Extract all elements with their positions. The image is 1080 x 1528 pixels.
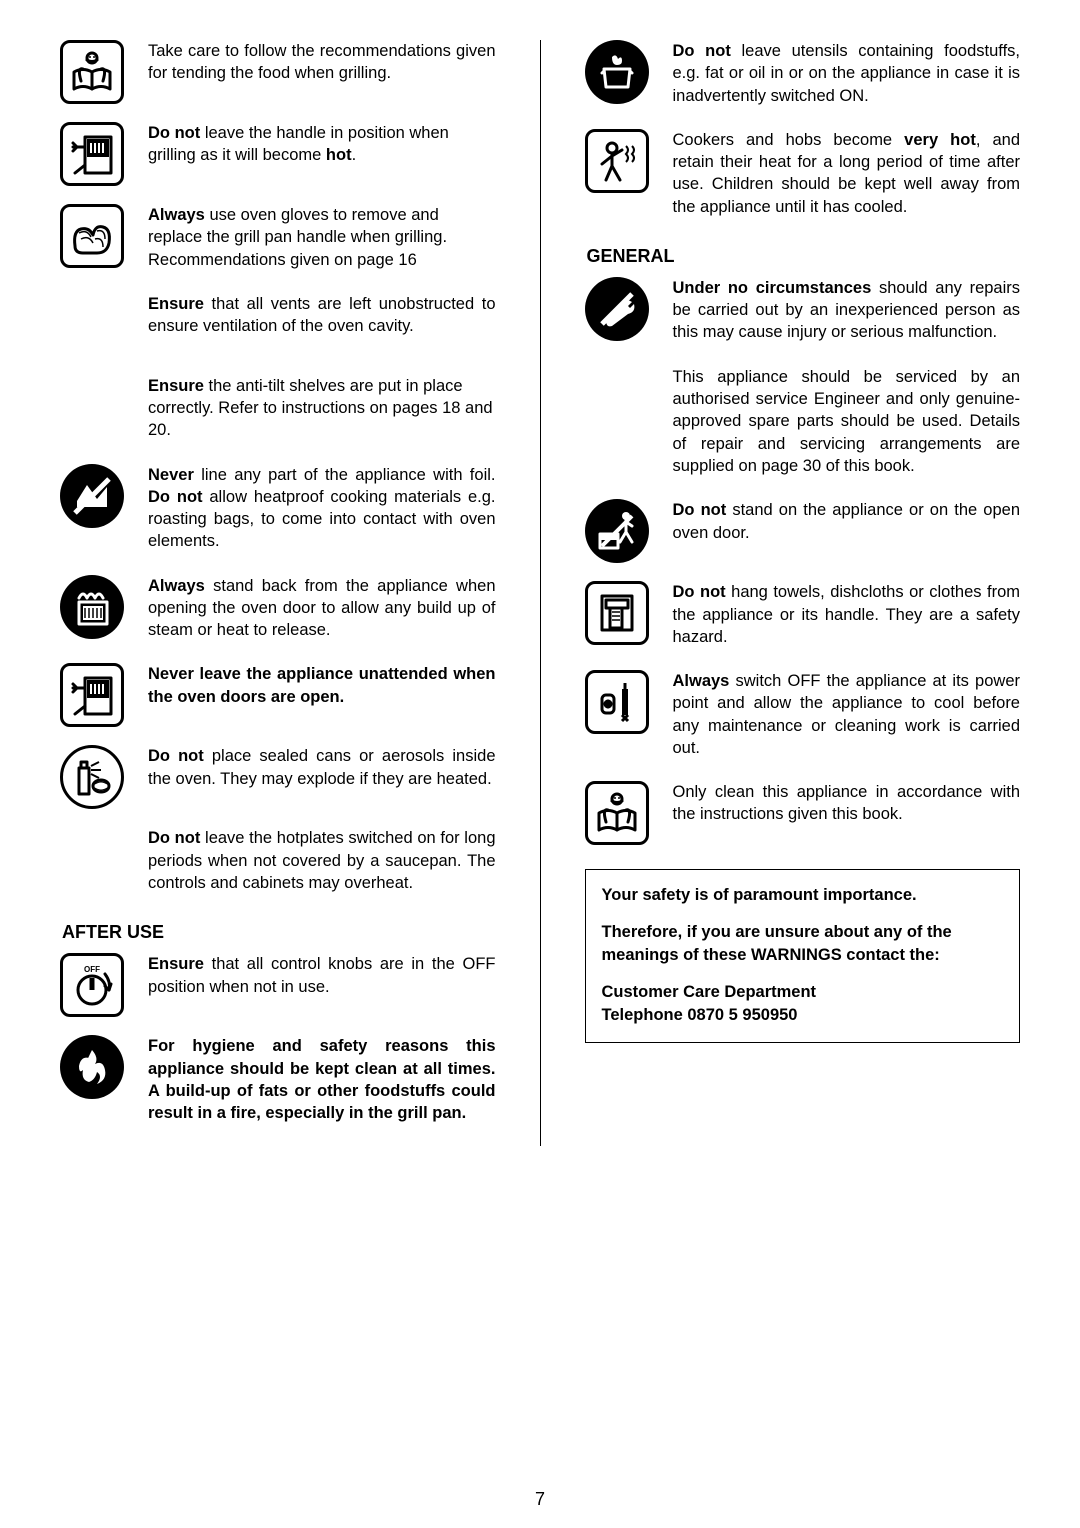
infobox-line1: Your safety is of paramount importance. — [602, 886, 917, 904]
steam-icon — [60, 575, 132, 646]
column-divider — [540, 40, 541, 1146]
no-towel-icon — [585, 581, 657, 652]
no-foil-icon — [60, 464, 132, 557]
left-text: Always use oven gloves to remove and rep… — [148, 204, 496, 275]
general-text: Always switch OFF the appliance at its p… — [673, 670, 1021, 763]
general-text: Only clean this appliance in accordance … — [673, 781, 1021, 845]
left-item: Ensure that all vents are left unobstruc… — [60, 293, 496, 357]
child-hot-icon — [585, 129, 657, 222]
no-repair-icon — [585, 277, 657, 481]
general-text: Under no circumstances should any repair… — [673, 277, 1021, 481]
left-text: Never line any part of the appliance wit… — [148, 464, 496, 557]
left-item: Do not place sealed cans or aerosols ins… — [60, 745, 496, 809]
left-item: Never line any part of the appliance wit… — [60, 464, 496, 557]
spacer-icon — [60, 375, 132, 446]
infobox-line2: Therefore, if you are unsure about any o… — [602, 923, 952, 964]
infobox-line4: Telephone 0870 5 950950 — [602, 1006, 798, 1024]
grill-open-icon — [60, 122, 132, 186]
no-stand-icon — [585, 499, 657, 563]
right-top-item: Cookers and hobs become very hot, and re… — [585, 129, 1021, 222]
general-heading: GENERAL — [587, 246, 1021, 267]
infobox-line3: Customer Care Department — [602, 983, 817, 1001]
page-columns: Take care to follow the recommendations … — [60, 40, 1020, 1146]
fire-icon — [60, 1035, 132, 1128]
left-text: Ensure that all vents are left unobstruc… — [148, 293, 496, 357]
plug-off-icon — [585, 670, 657, 763]
after-use-heading: AFTER USE — [62, 922, 496, 943]
pot-flame-icon — [585, 40, 657, 111]
after-use-item: OFF Ensure that all control knobs are in… — [60, 953, 496, 1017]
general-item: Only clean this appliance in accordance … — [585, 781, 1021, 845]
left-text: Do not leave the handle in position when… — [148, 122, 496, 186]
general-item: Do not stand on the appliance or on the … — [585, 499, 1021, 563]
left-item: Do not leave the hotplates switched on f… — [60, 827, 496, 898]
manual-icon — [585, 781, 657, 845]
left-item: Never leave the appliance unattended whe… — [60, 663, 496, 727]
left-text: Take care to follow the recommendations … — [148, 40, 496, 104]
page-number: 7 — [535, 1489, 545, 1510]
general-text: Do not stand on the appliance or on the … — [673, 499, 1021, 563]
off-knob-icon: OFF — [60, 953, 132, 1017]
left-item: Always use oven gloves to remove and rep… — [60, 204, 496, 275]
oven-open-icon — [60, 663, 132, 727]
left-item: Do not leave the handle in position when… — [60, 122, 496, 186]
after-use-text: For hygiene and safety reasons this appl… — [148, 1035, 496, 1128]
general-item: Do not hang towels, dishcloths or clothe… — [585, 581, 1021, 652]
left-item: Always stand back from the appliance whe… — [60, 575, 496, 646]
left-column: Take care to follow the recommendations … — [60, 40, 496, 1146]
right-column: Do not leave utensils containing foodstu… — [585, 40, 1021, 1146]
general-item: Under no circumstances should any repair… — [585, 277, 1021, 481]
spacer-icon — [60, 293, 132, 357]
left-text: Do not leave the hotplates switched on f… — [148, 827, 496, 898]
right-top-text: Do not leave utensils containing foodstu… — [673, 40, 1021, 111]
after-use-item: For hygiene and safety reasons this appl… — [60, 1035, 496, 1128]
left-item: Take care to follow the recommendations … — [60, 40, 496, 104]
left-text: Ensure the anti-tilt shelves are put in … — [148, 375, 496, 446]
right-top-item: Do not leave utensils containing foodstu… — [585, 40, 1021, 111]
aerosol-icon — [60, 745, 132, 809]
spacer-icon — [60, 827, 132, 898]
right-top-text: Cookers and hobs become very hot, and re… — [673, 129, 1021, 222]
oven-gloves-icon — [60, 204, 132, 275]
general-item: Always switch OFF the appliance at its p… — [585, 670, 1021, 763]
left-text: Do not place sealed cans or aerosols ins… — [148, 745, 496, 809]
general-text: Do not hang towels, dishcloths or clothe… — [673, 581, 1021, 652]
left-text: Never leave the appliance unattended whe… — [148, 663, 496, 727]
left-item: Ensure the anti-tilt shelves are put in … — [60, 375, 496, 446]
after-use-text: Ensure that all control knobs are in the… — [148, 953, 496, 1017]
safety-infobox: Your safety is of paramount importance. … — [585, 869, 1021, 1042]
manual-icon — [60, 40, 132, 104]
svg-text:OFF: OFF — [84, 965, 100, 974]
left-text: Always stand back from the appliance whe… — [148, 575, 496, 646]
